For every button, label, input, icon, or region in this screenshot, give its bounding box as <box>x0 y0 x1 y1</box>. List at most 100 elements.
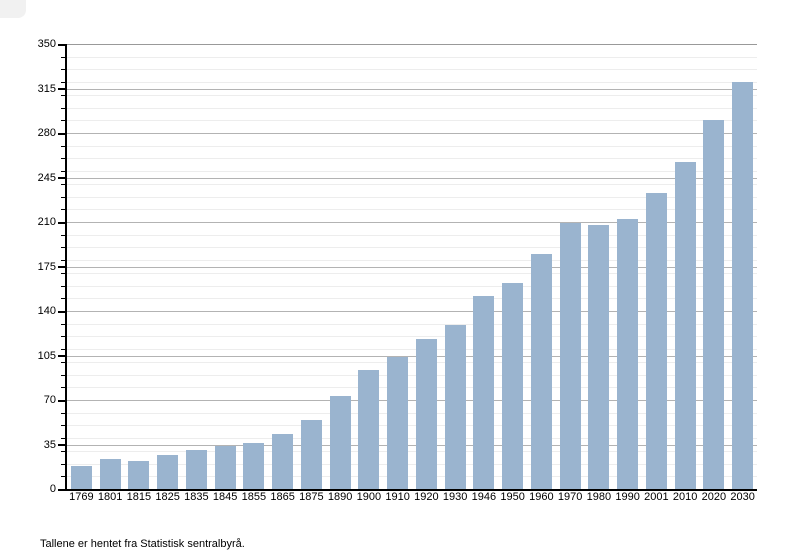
y-minor-tick <box>61 260 65 262</box>
minor-gridline <box>67 349 757 351</box>
y-minor-tick <box>61 183 65 185</box>
major-gridline <box>67 266 757 268</box>
x-tick-label: 1950 <box>500 491 525 503</box>
minor-gridline <box>67 374 757 376</box>
y-minor-tick <box>61 247 65 249</box>
minor-gridline <box>67 183 757 185</box>
y-tick-label: 315 <box>37 82 56 95</box>
y-minor-tick <box>61 120 65 122</box>
bar <box>185 449 207 489</box>
bar <box>732 82 754 489</box>
minor-gridline <box>67 323 757 325</box>
minor-gridline <box>67 145 757 147</box>
minor-gridline <box>67 361 757 363</box>
x-tick-label: 1990 <box>615 491 640 503</box>
corner-artifact <box>0 0 26 18</box>
minor-gridline <box>67 234 757 236</box>
minor-gridline <box>67 260 757 262</box>
x-tick-label: 1845 <box>212 491 238 503</box>
bar <box>214 445 236 489</box>
x-tick-label: 1910 <box>385 491 410 503</box>
minor-gridline <box>67 336 757 338</box>
y-minor-tick <box>61 463 65 465</box>
y-major-tick <box>58 355 65 357</box>
y-minor-tick <box>61 56 65 58</box>
y-tick-label: 175 <box>37 260 56 273</box>
y-major-tick <box>58 488 65 491</box>
y-minor-tick <box>61 69 65 71</box>
bar <box>703 120 725 489</box>
x-tick-label: 2010 <box>672 491 698 503</box>
y-minor-tick <box>61 336 65 338</box>
minor-gridline <box>67 82 757 84</box>
y-minor-tick <box>61 476 65 478</box>
x-tick-label: 1960 <box>529 491 554 503</box>
y-major-tick <box>58 132 65 135</box>
minor-gridline <box>67 412 757 414</box>
minor-gridline <box>67 209 757 211</box>
y-major-tick <box>58 266 65 268</box>
bar <box>559 223 581 489</box>
bar <box>674 162 696 489</box>
bar <box>99 458 121 489</box>
major-gridline <box>67 400 757 401</box>
x-tick-label: 1920 <box>414 491 439 503</box>
bar <box>530 253 552 489</box>
bar <box>588 224 610 489</box>
x-tick-label: 1980 <box>586 491 612 503</box>
major-gridline <box>67 355 757 357</box>
x-tick-label: 2030 <box>730 491 755 503</box>
y-minor-tick <box>61 196 65 198</box>
bar <box>473 295 495 489</box>
y-tick-label: 245 <box>37 171 56 184</box>
x-tick-label: 1970 <box>557 491 583 503</box>
minor-gridline <box>67 272 757 274</box>
major-gridline <box>67 444 757 446</box>
minor-gridline <box>67 438 757 440</box>
minor-gridline <box>67 120 757 122</box>
minor-gridline <box>67 171 757 173</box>
major-gridline <box>67 222 757 223</box>
y-minor-tick <box>61 374 65 376</box>
minor-gridline <box>67 247 757 249</box>
y-major-tick <box>58 444 65 446</box>
bar <box>157 454 179 489</box>
y-minor-tick <box>61 387 65 389</box>
major-gridline <box>67 133 757 134</box>
y-minor-tick <box>61 171 65 173</box>
bar <box>502 283 524 489</box>
bar <box>329 396 351 489</box>
minor-gridline <box>67 69 757 71</box>
y-minor-tick <box>61 450 65 452</box>
bar <box>128 461 150 489</box>
bar <box>300 420 322 489</box>
y-tick-label: 35 <box>43 438 56 451</box>
minor-gridline <box>67 285 757 287</box>
y-minor-tick <box>61 107 65 109</box>
y-minor-tick <box>61 412 65 414</box>
x-tick-label: 1815 <box>126 491 152 503</box>
x-tick-label: 1825 <box>155 491 180 503</box>
x-tick-label: 1930 <box>442 491 468 503</box>
y-tick-label: 140 <box>37 305 56 317</box>
y-tick-label: 70 <box>43 394 56 406</box>
y-minor-tick <box>61 361 65 363</box>
y-minor-tick <box>61 349 65 351</box>
bar <box>444 325 466 489</box>
y-minor-tick <box>61 145 65 147</box>
minor-gridline <box>67 425 757 427</box>
bar <box>387 356 409 489</box>
minor-gridline <box>67 463 757 465</box>
minor-gridline <box>67 158 757 160</box>
x-tick-label: 1855 <box>241 491 267 503</box>
x-tick-label: 2020 <box>701 491 727 503</box>
x-tick-label: 1801 <box>97 491 123 503</box>
major-gridline <box>67 311 757 312</box>
major-gridline <box>67 44 757 45</box>
y-major-tick <box>58 221 65 224</box>
x-tick-label: 1890 <box>327 491 353 503</box>
minor-gridline <box>67 196 757 198</box>
bar <box>243 443 265 489</box>
y-minor-tick <box>61 82 65 84</box>
x-tick-label: 1946 <box>471 491 497 503</box>
